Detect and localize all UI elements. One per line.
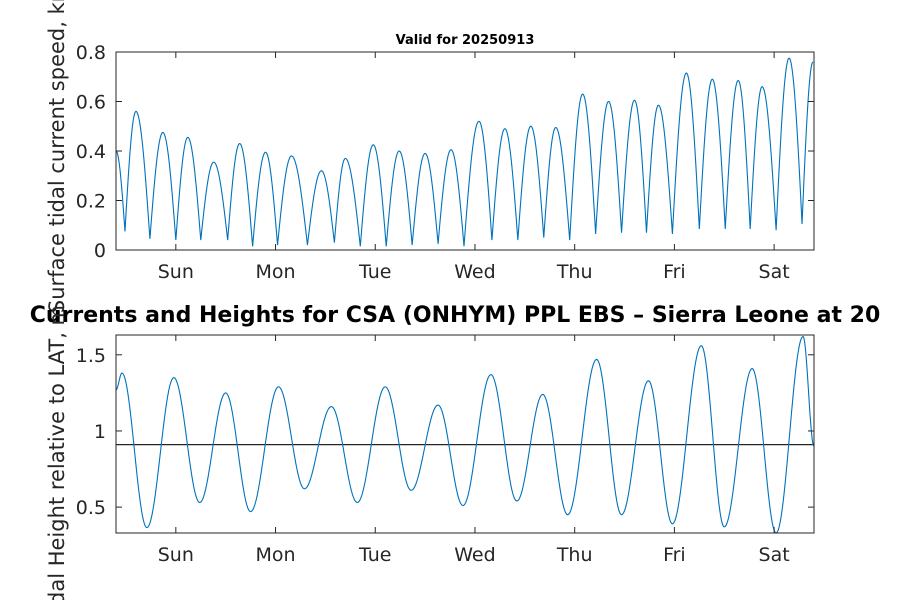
y-tick-label: 0.5 — [76, 497, 106, 519]
tidal-height-axes-frame — [115, 334, 815, 534]
x-tick-label-fri: Fri — [663, 544, 686, 566]
x-tick-label-mon: Mon — [256, 261, 296, 283]
x-tick-label-sat: Sat — [759, 544, 790, 566]
current-speed-title: Valid for 20250913 — [396, 33, 535, 48]
x-tick-label-mon: Mon — [256, 544, 296, 566]
y-tick-label: 0.2 — [76, 191, 106, 213]
current-speed-axes-background — [116, 52, 814, 250]
y-tick-label: 0.4 — [76, 141, 106, 163]
tidal-height-x-ticks: Sun Mon Tue Wed Thu Fri Sat — [158, 335, 790, 566]
x-tick-label-sun: Sun — [158, 544, 194, 566]
y-tick-label: 0.8 — [76, 42, 106, 64]
x-tick-label-fri: Fri — [663, 261, 686, 283]
x-tick-label-sun: Sun — [158, 261, 194, 283]
x-tick-label-wed: Wed — [454, 261, 495, 283]
x-tick-label-tue: Tue — [358, 261, 391, 283]
tidal-height-axes-background — [116, 335, 814, 533]
y-tick-label: 1 — [94, 421, 106, 443]
y-tick-label: 1.5 — [76, 345, 106, 367]
tidal-height-y-axis-label: Tidal Height relative to LAT, m — [45, 305, 69, 600]
y-tick-label: 0.6 — [76, 92, 106, 114]
x-tick-label-wed: Wed — [454, 544, 495, 566]
current-speed-y-axis-label: Surface tidal current speed, kn — [45, 0, 69, 313]
tidal-height-series-line — [115, 335, 815, 534]
x-tick-label-thu: Thu — [556, 261, 593, 283]
tidal-height-title: Currents and Heights for CSA (ONHYM) PPL… — [30, 303, 881, 328]
current-speed-x-ticks: Sun Mon Tue Wed Thu Fri Sat — [158, 52, 790, 283]
current-speed-panel: 0 0.2 0.4 0.6 0.8 Sun Mon Tue Wed Thu Fri Sat Vali… — [45, 0, 815, 313]
tidal-height-y-ticks: 0.5 1 1.5 — [76, 345, 814, 519]
tidal-height-panel: 0.5 1 1.5 Sun Mon Tue Wed Thu Fri Sat Currents a… — [30, 303, 881, 600]
current-speed-y-ticks: 0 0.2 0.4 0.6 0.8 — [76, 42, 814, 262]
current-speed-series-line — [115, 57, 814, 247]
y-tick-label: 0 — [94, 240, 106, 262]
x-tick-label-sat: Sat — [759, 261, 790, 283]
x-tick-label-tue: Tue — [358, 544, 391, 566]
x-tick-label-thu: Thu — [556, 544, 593, 566]
